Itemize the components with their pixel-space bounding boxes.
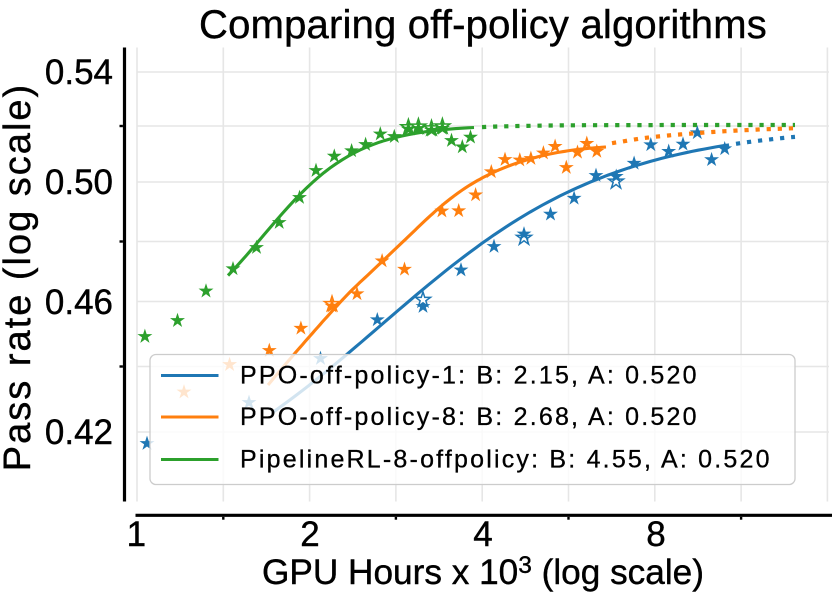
svg-text:2: 2 <box>300 515 319 554</box>
svg-text:1: 1 <box>127 515 146 554</box>
svg-text:0.50: 0.50 <box>45 163 113 202</box>
svg-text:0.54: 0.54 <box>45 53 113 92</box>
svg-text:GPU Hours x 103 (log scale): GPU Hours x 103 (log scale) <box>262 552 704 592</box>
svg-text:PipelineRL-8-offpolicy: B: 4.5: PipelineRL-8-offpolicy: B: 4.55, A: 0.52… <box>240 446 772 474</box>
svg-text:Pass rate (log scale): Pass rate (log scale) <box>0 83 39 471</box>
svg-text:Comparing off-policy algorithm: Comparing off-policy algorithms <box>199 3 767 47</box>
svg-text:0.46: 0.46 <box>45 283 113 322</box>
svg-text:PPO-off-policy-8: B: 2.68, A:: PPO-off-policy-8: B: 2.68, A: 0.520 <box>240 403 699 431</box>
svg-text:8: 8 <box>646 515 665 554</box>
svg-text:PPO-off-policy-1: B: 2.15, A:: PPO-off-policy-1: B: 2.15, A: 0.520 <box>240 362 699 390</box>
svg-text:4: 4 <box>473 515 492 554</box>
svg-text:0.42: 0.42 <box>45 413 113 452</box>
